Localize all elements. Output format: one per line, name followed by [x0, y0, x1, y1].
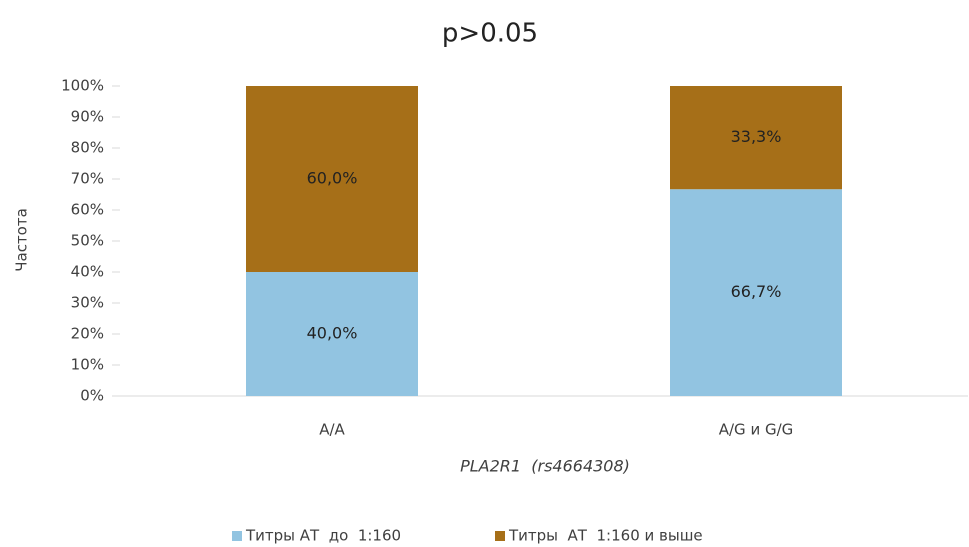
data-label: 60,0%	[307, 169, 358, 188]
y-tick-label: 100%	[61, 77, 104, 95]
y-tick-label: 70%	[71, 170, 104, 188]
legend-label: Титры АТ до 1:160	[245, 527, 401, 545]
legend-label: Титры АТ 1:160 и выше	[508, 527, 703, 545]
y-tick-label: 0%	[80, 387, 104, 405]
y-tick-label: 60%	[71, 201, 104, 219]
legend-swatch	[232, 531, 242, 541]
chart-title: p>0.05	[442, 19, 538, 49]
data-label: 33,3%	[731, 127, 782, 146]
y-tick-label: 20%	[71, 325, 104, 343]
bar-segment	[670, 86, 842, 190]
y-tick-label: 40%	[71, 263, 104, 281]
x-tick-label: A/G и G/G	[719, 421, 794, 439]
bar-segment	[246, 86, 418, 272]
data-label: 66,7%	[731, 282, 782, 301]
legend-swatch	[495, 531, 505, 541]
data-label: 40,0%	[307, 324, 358, 343]
y-tick-label: 90%	[71, 108, 104, 126]
bar-segment	[670, 189, 842, 396]
bar-segment	[246, 272, 418, 396]
y-tick-label: 10%	[71, 356, 104, 374]
x-axis-label: PLA2R1 (rs4664308)	[460, 457, 630, 476]
y-tick-label: 80%	[71, 139, 104, 157]
y-tick-label: 50%	[71, 232, 104, 250]
y-tick-label: 30%	[71, 294, 104, 312]
x-tick-label: A/A	[319, 421, 345, 439]
y-axis-label: Частота	[13, 208, 31, 272]
